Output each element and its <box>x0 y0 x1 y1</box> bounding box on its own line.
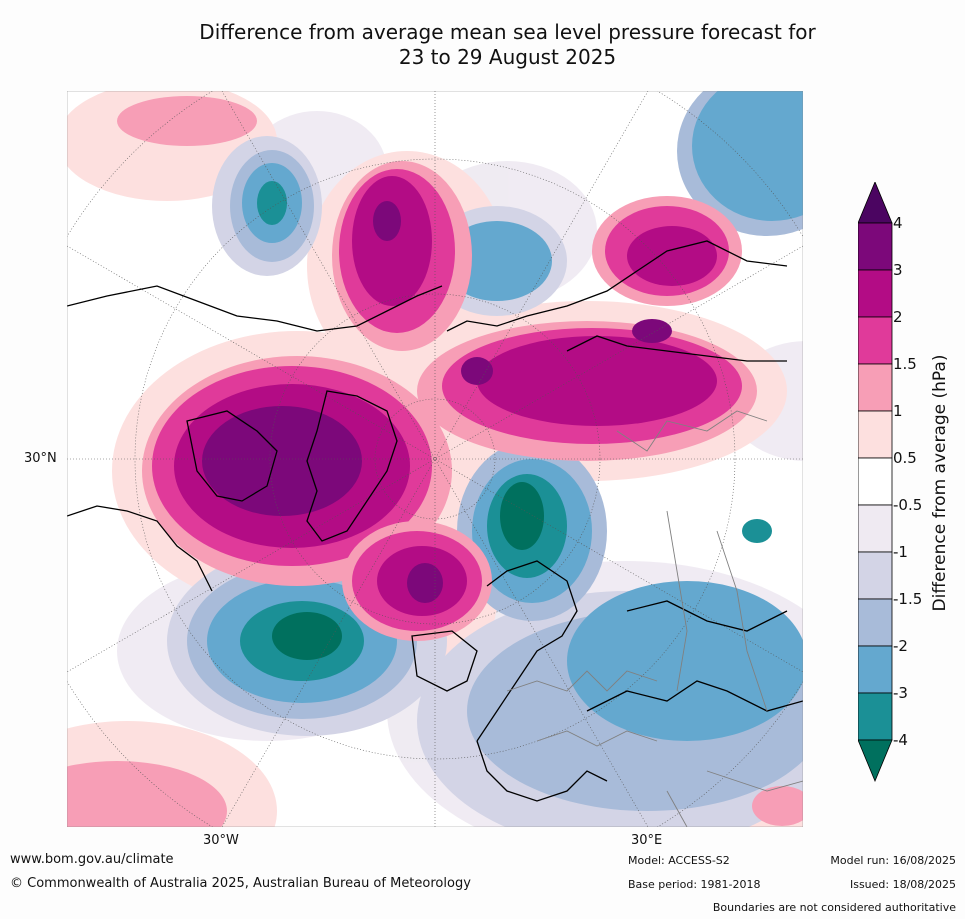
colorbar-band-3-4 <box>858 222 893 271</box>
colorbar-label: -0.5 <box>893 496 923 514</box>
colorbar-label: -1 <box>893 543 908 561</box>
colorbar-band-neutral <box>858 457 893 506</box>
pressure-anomaly-map[interactable] <box>67 91 803 827</box>
colorbar-label: 3 <box>893 261 903 279</box>
colorbar-label: -3 <box>893 684 908 702</box>
colorbar-band-m0.5-m1 <box>858 504 893 553</box>
model-name: Model: ACCESS-S2 <box>628 854 730 867</box>
colorbar-band-m1.5-m2 <box>858 598 893 647</box>
colorbar-band-m2-m3 <box>858 645 893 694</box>
coastlines <box>67 240 803 802</box>
base-period: Base period: 1981-2018 <box>628 878 761 891</box>
issued-date: Issued: 18/08/2025 <box>849 878 956 891</box>
colorbar-top-arrow <box>858 182 893 224</box>
colorbar <box>858 182 893 782</box>
copyright-text: © Commonwealth of Australia 2025, Austra… <box>10 876 471 891</box>
negative-anomaly-areas <box>167 91 803 827</box>
colorbar-label: 1.5 <box>893 355 917 373</box>
colorbar-band-2-3 <box>858 269 893 318</box>
title-line-2: 23 to 29 August 2025 <box>398 45 617 69</box>
colorbar-bottom-arrow <box>858 739 893 782</box>
colorbar-label: -4 <box>893 731 908 749</box>
website-link[interactable]: www.bom.gov.au/climate <box>10 852 174 867</box>
longitude-label-30w: 30°W <box>203 833 239 848</box>
country-boundaries <box>506 410 803 827</box>
colorbar-label: -2 <box>893 637 908 655</box>
longitude-label-30e: 30°E <box>631 833 663 848</box>
model-run-date: Model run: 16/08/2025 <box>830 854 956 867</box>
title-line-1: Difference from average mean sea level p… <box>199 20 816 44</box>
latitude-label-30n: 30°N <box>24 451 57 466</box>
colorbar-label: 2 <box>893 308 903 326</box>
chart-title: Difference from average mean sea level p… <box>0 20 965 70</box>
colorbar-label: 0.5 <box>893 449 917 467</box>
colorbar-band-0.5-1 <box>858 410 893 459</box>
colorbar-band-1-1.5 <box>858 363 893 412</box>
colorbar-band-m3-m4 <box>858 692 893 741</box>
colorbar-label: 1 <box>893 402 903 420</box>
graticule <box>67 91 803 827</box>
positive-anomaly-areas <box>67 96 803 827</box>
colorbar-band-m1-m1.5 <box>858 551 893 600</box>
colorbar-label: 4 <box>893 214 903 232</box>
boundaries-disclaimer: Boundaries are not considered authoritat… <box>712 901 956 914</box>
colorbar-label: -1.5 <box>893 590 923 608</box>
colorbar-title: Difference from average (hPa) <box>930 354 950 612</box>
colorbar-band-1.5-2 <box>858 316 893 365</box>
